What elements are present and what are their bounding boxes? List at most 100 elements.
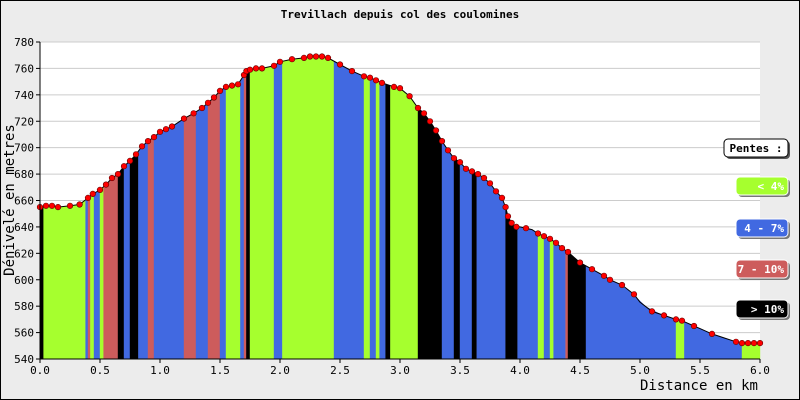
profile-point <box>744 340 752 347</box>
legend-swatch <box>735 218 789 238</box>
profile-point <box>390 83 398 90</box>
profile-point <box>228 82 236 89</box>
profile-point <box>318 53 326 60</box>
chart-title: Trevillach depuis col des coulomines <box>281 8 519 21</box>
profile-point <box>498 194 506 201</box>
slope-band <box>471 171 477 360</box>
profile-point <box>513 223 520 230</box>
slope-band <box>207 90 221 360</box>
profile-point <box>190 110 197 117</box>
slope-band <box>103 173 119 360</box>
slope-band <box>93 189 101 360</box>
axes: 0.0 0.5 1.0 1.5 2.0 2.5 3.0 3.5 4.0 4.5 5.0 5.5 6.0 5… <box>14 36 770 377</box>
profile-point <box>708 330 716 338</box>
x-tick-label: 3.5 <box>450 364 470 377</box>
x-tick-label: 1.5 <box>210 364 230 377</box>
profile-point <box>414 104 422 112</box>
x-tick-label: 4.0 <box>510 364 530 377</box>
slope-band <box>183 111 197 360</box>
profile-point <box>234 81 242 88</box>
profile-point <box>756 340 764 347</box>
profile-point <box>138 143 146 150</box>
profile-point <box>210 94 218 101</box>
slope-band <box>147 136 155 360</box>
profile-point <box>126 157 134 164</box>
profile-point <box>84 194 92 201</box>
profile-point <box>312 53 320 60</box>
profile-point <box>420 110 428 117</box>
slope-band <box>249 65 275 360</box>
profile-point <box>132 151 140 158</box>
profile-point <box>588 266 596 273</box>
profile-point <box>180 115 188 122</box>
profile-point <box>732 338 740 345</box>
profile-point <box>508 219 515 227</box>
profile-point <box>258 65 266 72</box>
profile-point <box>396 85 404 92</box>
y-tick-label: 620 <box>14 247 34 260</box>
slope-band <box>85 197 89 360</box>
x-axis-label: Distance en km <box>640 378 758 394</box>
profile-point <box>600 272 608 279</box>
profile-point <box>216 87 224 94</box>
profile-point <box>678 317 686 324</box>
profile-point <box>66 202 74 209</box>
x-tick-label: 0.5 <box>90 364 110 377</box>
legend-label: > 10% <box>751 303 784 316</box>
profile-point <box>432 127 440 134</box>
slope-band <box>565 250 569 360</box>
slope-band <box>273 61 283 360</box>
profile-point <box>96 186 104 193</box>
profile-point <box>270 62 278 69</box>
slope-band <box>129 150 139 360</box>
legend-swatch <box>735 299 789 319</box>
profile-point <box>324 54 332 62</box>
legend-title: Pentes : <box>730 142 783 155</box>
slope-band <box>282 56 335 360</box>
profile-point <box>486 180 494 187</box>
slope-band <box>39 206 44 360</box>
slope-band <box>225 79 241 360</box>
profile-point <box>288 56 296 63</box>
profile-point <box>150 134 158 141</box>
profile-point <box>276 58 284 65</box>
profile-point <box>89 190 96 197</box>
profile-point <box>426 118 434 125</box>
profile-point <box>456 159 464 166</box>
slope-band <box>390 85 419 360</box>
legend-label: 4 - 7% <box>744 222 784 235</box>
slope-band <box>549 238 554 360</box>
profile-point <box>552 239 560 246</box>
profile-point <box>690 322 698 330</box>
slope-band <box>385 83 391 360</box>
slope-band <box>553 240 566 360</box>
profile-point <box>198 104 206 112</box>
y-tick-label: 560 <box>14 327 34 340</box>
x-tick-label: 0.0 <box>30 364 50 377</box>
profile-point <box>144 138 152 145</box>
profile-point <box>372 77 380 84</box>
profile-point <box>378 79 386 86</box>
legend-label: 7 - 10% <box>738 263 785 276</box>
profile-point <box>750 340 758 347</box>
slope-band <box>543 235 551 360</box>
slope-band <box>138 140 149 360</box>
x-tick-label: 1.0 <box>150 364 170 377</box>
profile-point <box>648 308 656 315</box>
slope-band <box>476 173 506 360</box>
x-tick-label: 5.0 <box>630 364 650 377</box>
profile-point <box>606 276 614 283</box>
profile-point <box>564 248 572 256</box>
profile-point <box>576 259 584 266</box>
y-tick-label: 580 <box>14 300 34 313</box>
slope-band <box>675 319 685 360</box>
x-tick-label: 3.0 <box>390 364 410 377</box>
slope-band <box>99 186 104 360</box>
legend-swatch <box>735 259 789 279</box>
profile-point <box>558 245 566 252</box>
profile-point <box>348 67 356 75</box>
slope-band <box>87 195 91 360</box>
slope-band <box>375 79 380 360</box>
slope-band <box>379 81 386 360</box>
slope-band <box>363 76 371 360</box>
